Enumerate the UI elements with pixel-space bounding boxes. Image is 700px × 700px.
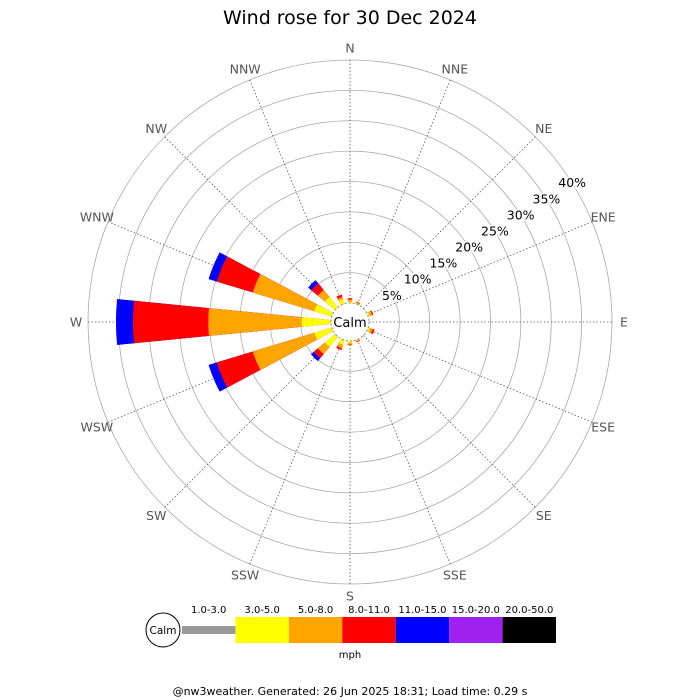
legend-calm-label: Calm	[150, 625, 177, 637]
direction-label: SSE	[443, 568, 467, 583]
legend-bin-label: 20.0-50.0	[505, 605, 553, 616]
legend-swatch	[182, 626, 236, 634]
wind-petals	[115, 252, 375, 392]
direction-label: W	[70, 315, 82, 330]
direction-label: SW	[146, 508, 166, 523]
petal-ene-bin-1	[366, 312, 370, 317]
direction-label: S	[346, 589, 354, 604]
direction-labels: N NNE NE ENE E ESE SE SSE S SSW SW WSW W WNW NW NNW	[70, 41, 628, 604]
direction-label: WNW	[80, 210, 114, 225]
radial-tick-labels: 5%10%15%20% 25%30%35%40%	[380, 174, 587, 305]
legend-swatch	[449, 617, 503, 643]
petal-ese-bin-1	[366, 327, 370, 332]
direction-label: N	[345, 41, 354, 56]
legend-swatch	[502, 617, 556, 643]
calm-center: Calm	[330, 302, 370, 342]
radial-tick-label: 5%	[382, 288, 402, 303]
legend-bin-label: 1.0-3.0	[191, 605, 226, 616]
calm-label: Calm	[333, 316, 366, 331]
petal-w-bin-2	[208, 308, 332, 336]
radial-tick-label: 30%	[507, 207, 535, 222]
direction-label: ENE	[591, 210, 616, 225]
legend-calm-circle	[145, 612, 181, 648]
legend-bin-label: 5.0-8.0	[298, 605, 333, 616]
radial-tick-label: 25%	[481, 223, 509, 238]
legend-swatch	[235, 617, 289, 643]
direction-label: SE	[536, 508, 552, 523]
petal-w-bin-1	[301, 317, 332, 327]
legend-swatch	[395, 617, 450, 643]
legend-swatch	[342, 617, 396, 643]
petal-wnw-bin-1	[314, 304, 334, 317]
radial-tick-label: 20%	[455, 240, 483, 255]
direction-label: ESE	[591, 419, 615, 434]
direction-label: E	[620, 315, 628, 330]
radial-tick-label: 40%	[558, 175, 586, 190]
legend-bin-label: 11.0-15.0	[398, 605, 446, 616]
direction-label: NW	[145, 121, 167, 136]
direction-label: SSW	[231, 568, 259, 583]
petal-ssw-bin-1	[338, 338, 345, 345]
legend-bin-label: 15.0-20.0	[452, 605, 500, 616]
direction-label: NE	[535, 121, 552, 136]
petal-nw-bin-1	[324, 296, 338, 310]
legend-bin-label: 3.0-5.0	[244, 605, 279, 616]
legend-bin-label: 8.0-11.0	[348, 605, 390, 616]
legend-units: mph	[339, 650, 361, 661]
petal-wsw-bin-1	[314, 327, 334, 340]
radial-tick-label: 15%	[429, 256, 457, 271]
footer-text: @nw3weather. Generated: 26 Jun 2025 18:3…	[173, 685, 528, 698]
direction-label: NNW	[230, 61, 261, 76]
petal-wnw-bin-2	[252, 274, 334, 317]
radial-tick-label: 35%	[533, 191, 561, 206]
direction-label: NNE	[442, 61, 469, 76]
petal-wsw-bin-2	[252, 327, 334, 370]
calm-circle	[330, 302, 370, 342]
direction-label: WSW	[81, 419, 114, 434]
speed-legend: Calm mph 1.0-3.0 3.0-5.0 5.0-8.0 8.0-11.0 11…	[145, 605, 556, 661]
chart-title: Wind rose for 30 Dec 2024	[223, 7, 477, 29]
radial-tick-label: 10%	[404, 272, 432, 287]
petal-nnw-bin-1	[338, 299, 345, 306]
legend-swatch	[288, 617, 343, 643]
petal-sw-bin-1	[324, 334, 338, 348]
